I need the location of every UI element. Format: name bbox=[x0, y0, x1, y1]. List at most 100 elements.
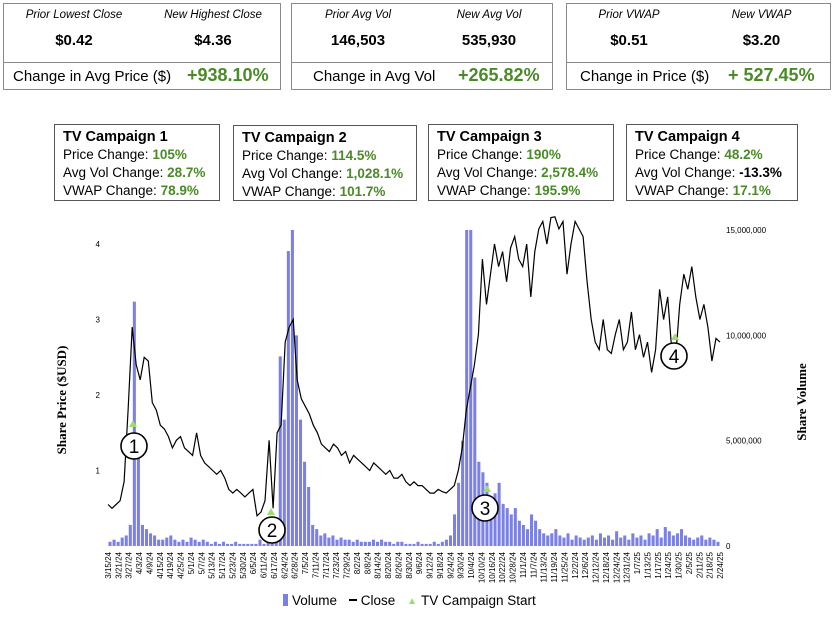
vwap-change-row: VWAP Change: 101.7% bbox=[242, 183, 416, 201]
campaign-title: TV Campaign 4 bbox=[635, 129, 740, 145]
volume-bar bbox=[602, 537, 607, 546]
x-tick-label: 5/7/24 bbox=[197, 551, 206, 574]
x-tick-label: 12/31/24 bbox=[623, 551, 632, 583]
volume-bar bbox=[582, 539, 586, 546]
price-change-row: Price Change: 48.2% bbox=[635, 146, 797, 164]
volume-bar bbox=[627, 539, 631, 546]
x-tick-label: 8/2/24 bbox=[353, 551, 362, 574]
x-tick-label: 1/13/25 bbox=[643, 551, 652, 578]
x-tick-label: 1/24/25 bbox=[664, 551, 673, 578]
vol-change-label: Avg Vol Change: bbox=[635, 165, 740, 180]
volume-bar bbox=[542, 533, 546, 546]
x-tick-label: 6/28/24 bbox=[291, 551, 300, 578]
stat-box-vwap: Prior VWAP New VWAP $0.51 $3.20 Change i… bbox=[566, 3, 831, 90]
volume-bar bbox=[679, 529, 684, 546]
right-axis-ticks: 5,000,000 10,000,000 15,000,000 0 bbox=[726, 226, 767, 551]
x-tick-label: 5/17/24 bbox=[218, 551, 227, 578]
volume-bar bbox=[392, 543, 396, 546]
vol-change-row: Avg Vol Change: -13.3% bbox=[635, 164, 797, 182]
volume-bar bbox=[457, 482, 461, 546]
volume-bar bbox=[112, 539, 116, 546]
campaign-number-label: 3 bbox=[480, 499, 491, 520]
stat-label-1: Prior Lowest Close bbox=[25, 9, 123, 21]
stat-value-2: $4.36 bbox=[194, 32, 232, 49]
volume-bar bbox=[647, 533, 651, 546]
vol-change-value: 2,578.4% bbox=[541, 165, 599, 180]
volume-bar bbox=[590, 535, 594, 546]
volume-bar bbox=[161, 539, 165, 546]
legend-volume: Volume bbox=[292, 593, 338, 608]
campaign-number-label: 4 bbox=[669, 347, 680, 368]
change-value: +938.10% bbox=[187, 65, 269, 85]
campaign-number-circle bbox=[120, 432, 148, 460]
divider bbox=[292, 62, 552, 63]
x-tick-label: 7/11/24 bbox=[312, 551, 321, 578]
volume-bar bbox=[234, 541, 238, 546]
volume-bar bbox=[347, 539, 351, 546]
price-change-label: Price Change: bbox=[437, 147, 527, 162]
volume-bars bbox=[108, 230, 720, 546]
volume-bar bbox=[144, 529, 149, 546]
volume-bar bbox=[327, 537, 331, 546]
x-tick-label: 10/28/24 bbox=[509, 551, 518, 583]
volume-bar bbox=[120, 537, 124, 546]
x-tick-label: 12/18/24 bbox=[602, 551, 611, 583]
volume-bar bbox=[173, 539, 177, 546]
x-tick-label: 5/30/24 bbox=[239, 551, 248, 578]
volume-bar bbox=[416, 541, 420, 546]
change-value: +265.82% bbox=[458, 65, 540, 85]
left-tick-label: 4 bbox=[96, 240, 101, 249]
x-tick-label: 3/27/24 bbox=[125, 551, 134, 578]
x-tick-label: 9/6/24 bbox=[415, 551, 424, 574]
volume-bar bbox=[671, 535, 675, 546]
volume-bar bbox=[493, 493, 497, 546]
left-axis-label: Share Price ($USD) bbox=[54, 346, 69, 455]
volume-bar bbox=[643, 539, 647, 546]
x-tick-label: 8/26/24 bbox=[394, 551, 403, 578]
x-tick-label: 10/10/24 bbox=[477, 551, 486, 583]
volume-bar bbox=[461, 440, 465, 546]
volume-bar bbox=[108, 541, 112, 546]
volume-bar bbox=[440, 541, 444, 546]
stat-box-price: Prior Lowest Close New Highest Close $0.… bbox=[3, 3, 281, 90]
x-tick-label: 11/19/24 bbox=[550, 551, 559, 582]
volume-bar bbox=[473, 377, 477, 546]
volume-bar bbox=[659, 537, 663, 546]
volume-bar bbox=[307, 487, 311, 546]
volume-bar bbox=[149, 533, 153, 546]
stat-value-2: $3.20 bbox=[742, 32, 781, 49]
price-change-row: Price Change: 105% bbox=[63, 146, 219, 164]
chart-legend: Volume Close ▲ TV Campaign Start bbox=[283, 593, 536, 608]
x-tick-label: 9/30/24 bbox=[457, 551, 466, 578]
x-tick-label: 11/7/24 bbox=[529, 551, 538, 578]
campaign-box-3: TV Campaign 3 Price Change: 190% Avg Vol… bbox=[428, 124, 614, 201]
volume-bar bbox=[201, 539, 205, 546]
volume-bar bbox=[566, 533, 570, 546]
divider bbox=[567, 62, 830, 63]
volume-bar bbox=[380, 539, 384, 546]
stat-value-1: $0.42 bbox=[55, 32, 93, 49]
volume-bar bbox=[692, 539, 696, 546]
volume-bar bbox=[153, 535, 157, 546]
vwap-change-row: VWAP Change: 78.9% bbox=[63, 182, 219, 200]
volume-bar bbox=[505, 508, 509, 546]
vol-change-row: Avg Vol Change: 1,028.1% bbox=[242, 165, 416, 183]
volume-bar bbox=[230, 543, 234, 546]
campaign-number-circle bbox=[471, 494, 499, 522]
volume-bar bbox=[286, 251, 290, 546]
campaign-number-circle bbox=[660, 342, 688, 370]
volume-bar bbox=[663, 527, 667, 546]
volume-bar bbox=[712, 539, 716, 546]
x-tick-label: 2/11/25 bbox=[695, 551, 704, 578]
stat-value-1: $0.51 bbox=[610, 32, 648, 49]
left-axis-ticks: 1 2 3 4 bbox=[96, 240, 101, 476]
volume-bar bbox=[323, 533, 327, 546]
vwap-change-label: VWAP Change: bbox=[437, 183, 535, 198]
left-tick-label: 2 bbox=[96, 391, 101, 400]
x-tick-label: 10/22/24 bbox=[498, 551, 507, 583]
price-change-value: 190% bbox=[526, 147, 561, 162]
volume-bar bbox=[177, 541, 181, 546]
vwap-change-label: VWAP Change: bbox=[242, 184, 340, 199]
x-tick-label: 4/9/24 bbox=[146, 551, 155, 574]
legend-campaign-swatch: ▲ bbox=[407, 596, 417, 607]
